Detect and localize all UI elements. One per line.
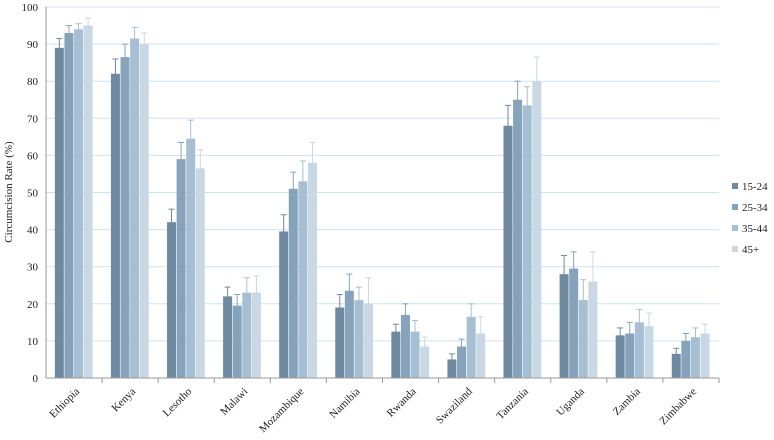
x-tick-label: Rwanda	[385, 386, 419, 420]
x-tick-label: Namibia	[327, 386, 362, 421]
bar-35-44	[186, 138, 196, 378]
bar-15-24	[279, 231, 289, 378]
x-tick-label: Kenya	[109, 386, 138, 415]
bar-45+	[307, 162, 317, 378]
x-tick-label: Swaziland	[434, 385, 475, 426]
bar-35-44	[130, 38, 140, 378]
bar-15-24	[503, 125, 513, 378]
bar-15-24	[54, 47, 64, 379]
y-tick-label: 20	[27, 299, 39, 311]
bar-25-34	[344, 290, 354, 378]
y-tick-label: 10	[27, 336, 39, 348]
bar-35-44	[634, 322, 644, 378]
y-tick-label: 70	[27, 113, 39, 125]
x-tick-label: Ethiopia	[47, 386, 82, 421]
y-tick-label: 100	[22, 2, 39, 14]
bar-35-44	[410, 331, 420, 378]
y-tick-label: 50	[27, 188, 39, 200]
y-tick-label: 80	[27, 76, 39, 88]
bar-15-24	[223, 296, 233, 378]
legend-swatch	[732, 225, 738, 231]
bar-15-24	[671, 353, 681, 378]
gridlines	[46, 6, 719, 342]
bar-35-44	[466, 316, 476, 378]
bar-35-44	[74, 29, 84, 378]
x-tick-label: Lesotho	[161, 385, 195, 419]
bar-35-44	[298, 181, 308, 378]
bar-25-34	[625, 333, 635, 378]
bar-25-34	[457, 346, 467, 378]
x-tick-label: Zambia	[611, 386, 643, 418]
x-tick-label: Uganda	[554, 386, 587, 419]
y-tick-label: 90	[27, 39, 39, 51]
y-tick-label: 30	[27, 262, 39, 274]
bar-35-44	[578, 300, 588, 378]
bar-25-34	[513, 99, 523, 378]
bar-15-24	[167, 222, 177, 378]
x-tick-label: Mozambique	[257, 386, 307, 436]
y-tick-label: 40	[27, 225, 39, 237]
error-bars	[56, 17, 709, 366]
bar-45+	[700, 333, 710, 378]
y-tick-label: 0	[33, 373, 39, 385]
bar-25-34	[176, 159, 186, 378]
y-axis-label: Circumcision Rate (%)	[3, 141, 15, 243]
x-tick-label: Tanzania	[494, 386, 531, 423]
bar-15-24	[559, 274, 569, 378]
bar-25-34	[288, 188, 298, 378]
legend-label: 45+	[742, 244, 759, 256]
bar-35-44	[242, 292, 252, 378]
bar-45+	[251, 292, 261, 378]
bar-45+	[195, 168, 205, 378]
legend-swatch	[732, 204, 738, 210]
legend-label: 35-44	[742, 223, 768, 235]
bar-45+	[476, 333, 486, 378]
bar-45+	[83, 25, 93, 379]
y-tick-label: 60	[27, 150, 39, 162]
bar-35-44	[354, 300, 364, 378]
x-tick-label: Malawi	[218, 386, 250, 418]
legend: 15-24 25-34 35-44 45+	[732, 181, 768, 256]
bars	[54, 25, 710, 379]
bar-25-34	[681, 340, 691, 378]
bar-25-34	[120, 57, 130, 379]
bar-45+	[588, 281, 598, 378]
bar-15-24	[335, 307, 345, 378]
bar-25-34	[400, 314, 410, 378]
bar-45+	[139, 44, 149, 378]
legend-label: 25-34	[742, 202, 768, 214]
bar-35-44	[522, 105, 532, 378]
x-tick-label: Zimbabwe	[657, 386, 699, 428]
bar-15-24	[615, 335, 625, 378]
bar-35-44	[690, 337, 700, 378]
bar-15-24	[447, 359, 457, 378]
bar-45+	[532, 81, 542, 378]
legend-label: 15-24	[742, 181, 768, 193]
bar-25-34	[64, 32, 74, 378]
legend-swatch	[732, 183, 738, 189]
bar-45+	[644, 326, 654, 378]
bar-45+	[420, 346, 430, 378]
bar-25-34	[232, 305, 242, 378]
bar-45+	[364, 303, 374, 378]
legend-swatch	[732, 246, 738, 252]
bar-25-34	[569, 268, 579, 378]
bar-15-24	[391, 331, 401, 378]
bar-15-24	[110, 73, 120, 378]
